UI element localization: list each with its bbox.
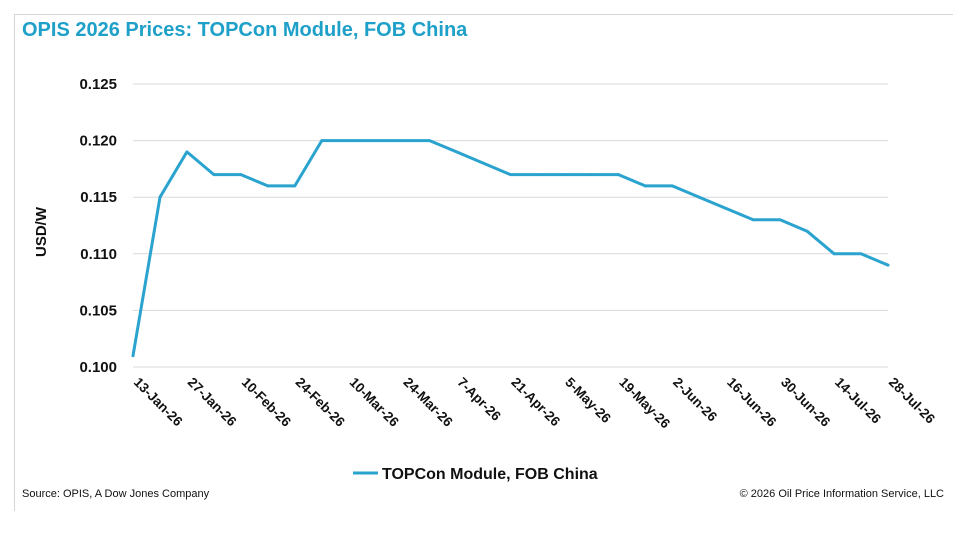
data-point <box>428 139 432 143</box>
data-point <box>589 173 593 176</box>
data-point <box>697 195 701 199</box>
x-tick-label: 24-Mar-26 <box>401 375 457 431</box>
data-point <box>643 184 647 188</box>
data-point <box>455 150 458 154</box>
data-point <box>805 229 809 233</box>
y-tick-label: 0.100 <box>79 359 117 376</box>
x-tick-label: 13-Jan-26 <box>131 375 186 430</box>
y-tick-label: 0.120 <box>79 133 117 150</box>
y-axis-ticks: 0.100 0.105 0.110 0.115 0.120 0.125 <box>79 76 117 376</box>
x-tick-label: 10-Feb-26 <box>239 375 295 431</box>
data-point <box>724 207 728 210</box>
data-point <box>158 195 162 199</box>
data-point <box>320 139 324 143</box>
data-point <box>563 173 566 176</box>
gridlines <box>133 83 888 368</box>
series-layer <box>131 139 890 358</box>
data-point <box>832 252 836 256</box>
series-line <box>131 139 890 358</box>
data-point <box>509 173 512 176</box>
data-point <box>616 173 620 176</box>
x-tick-label: 21-Apr-26 <box>508 375 563 430</box>
y-axis-label: USD/W <box>33 206 50 257</box>
legend: TOPCon Module, FOB China <box>353 466 598 483</box>
y-tick-label: 0.110 <box>80 246 117 263</box>
x-tick-label: 19-May-26 <box>616 375 673 432</box>
chart-title: OPIS 2026 Prices: TOPCon Module, FOB Chi… <box>22 19 468 41</box>
data-point <box>886 263 890 267</box>
x-tick-label: 14-Jul-26 <box>832 375 884 427</box>
x-tick-label: 7-Apr-26 <box>454 375 504 425</box>
x-tick-label: 2-Jun-26 <box>670 375 720 425</box>
x-tick-label: 10-Mar-26 <box>347 375 403 431</box>
data-point <box>670 184 674 188</box>
copyright-note: © 2026 Oil Price Information Service, LL… <box>739 488 944 500</box>
data-point <box>293 184 297 188</box>
data-point <box>401 139 405 143</box>
x-tick-label: 30-Jun-26 <box>778 375 834 431</box>
chart-frame <box>14 14 953 511</box>
x-tick-label: 28-Jul-26 <box>886 375 938 427</box>
data-point <box>859 252 863 256</box>
data-point <box>751 218 755 222</box>
data-point <box>239 173 243 176</box>
data-point <box>131 354 135 358</box>
legend-label: TOPCon Module, FOB China <box>382 466 598 483</box>
data-point <box>374 139 378 143</box>
data-point <box>266 184 270 188</box>
x-tick-label: 16-Jun-26 <box>724 375 780 431</box>
source-note: Source: OPIS, A Dow Jones Company <box>22 488 210 500</box>
x-tick-label: 24-Feb-26 <box>293 375 349 431</box>
data-point <box>185 150 189 154</box>
y-tick-label: 0.125 <box>79 76 117 93</box>
data-point <box>536 173 539 176</box>
y-tick-label: 0.115 <box>80 189 117 206</box>
x-tick-label: 5-May-26 <box>562 375 614 427</box>
data-point <box>482 161 485 165</box>
y-tick-label: 0.105 <box>79 302 117 319</box>
data-point <box>347 139 351 143</box>
data-point <box>212 173 216 176</box>
x-axis-ticks: 13-Jan-26 27-Jan-26 10-Feb-2624-Feb-2610-M… <box>131 375 938 432</box>
x-tick-label: 27-Jan-26 <box>185 375 240 430</box>
data-point <box>778 218 782 222</box>
